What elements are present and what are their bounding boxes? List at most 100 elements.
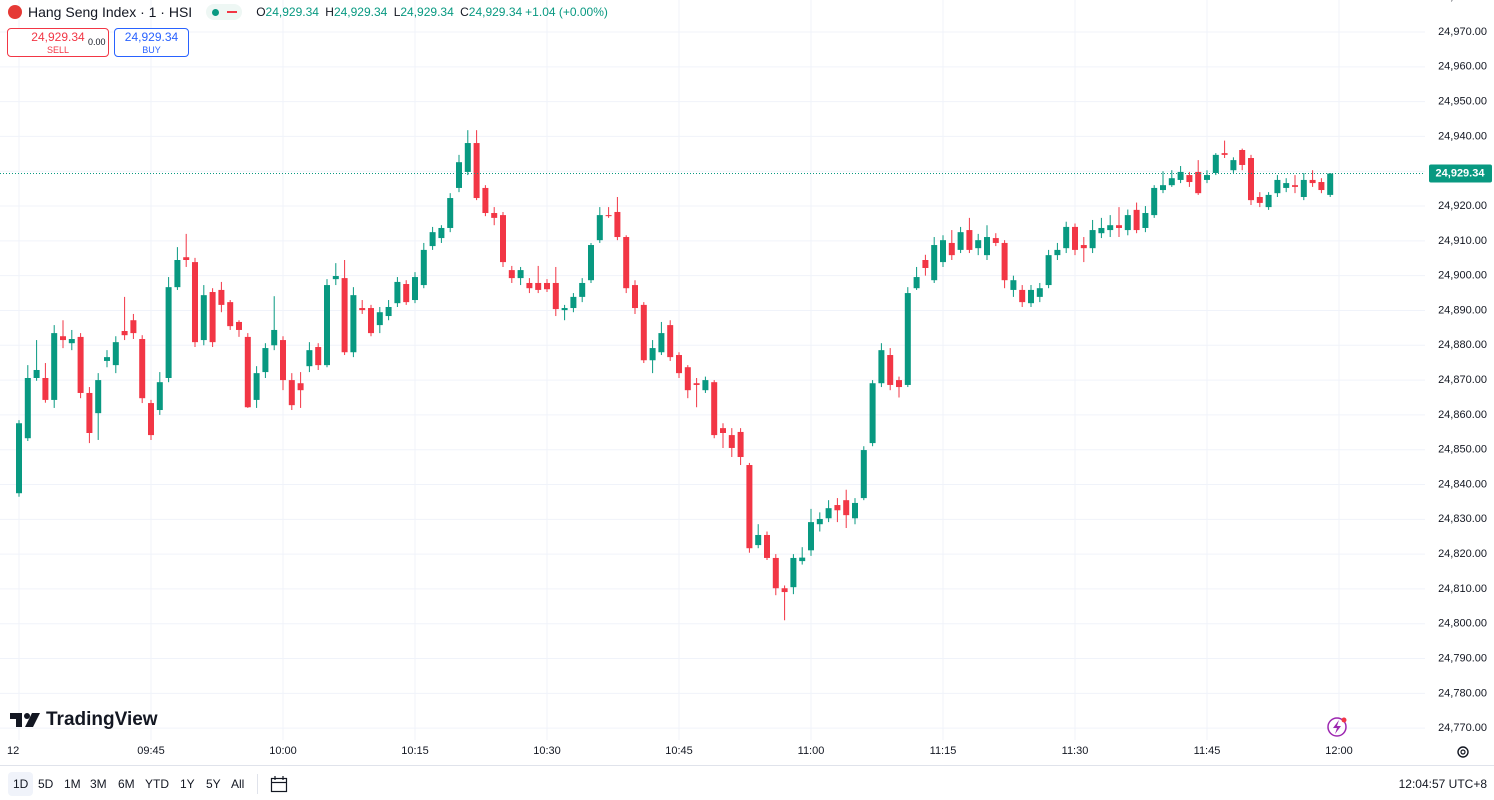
- candle-body: [500, 215, 506, 263]
- candle-body: [359, 308, 366, 311]
- branding[interactable]: TradingView: [10, 709, 158, 731]
- date-range-icon[interactable]: [270, 775, 288, 793]
- candle-body: [632, 285, 638, 309]
- y-tick-label: 24,970.00: [1438, 26, 1487, 38]
- candle-body: [1248, 158, 1254, 201]
- x-tick-label: 10:00: [269, 745, 297, 757]
- candle-body: [1239, 150, 1246, 165]
- buy-button[interactable]: 24,929.34 BUY: [114, 28, 189, 57]
- candle-body: [209, 292, 216, 343]
- range-button[interactable]: 1Y: [180, 777, 195, 791]
- axes: 24,770.00 24,780.00 24,790.00 24,800.00 24,8…: [7, 0, 1492, 757]
- candle-body: [544, 282, 550, 290]
- x-tick-label: 11:45: [1194, 745, 1221, 757]
- y-tick-label: 24,860.00: [1438, 409, 1487, 421]
- candle-body: [1256, 196, 1263, 203]
- candle-body: [112, 342, 119, 366]
- candle-body: [579, 282, 586, 297]
- candle-body: [966, 230, 973, 250]
- range-button[interactable]: All: [231, 777, 245, 791]
- candle-body: [808, 522, 814, 551]
- range-button[interactable]: 1D: [8, 772, 34, 796]
- candle-body: [1133, 209, 1140, 231]
- ohlc-values: O24,929.34 H24,929.34 L24,929.34 C24,929…: [256, 5, 525, 19]
- candle-body: [948, 242, 955, 256]
- candle-body: [60, 336, 66, 341]
- candle-body: [376, 312, 383, 326]
- last-price-box: [1429, 164, 1492, 183]
- candle-body: [200, 295, 207, 341]
- sell-button[interactable]: 24,929.34 SELL: [7, 28, 109, 57]
- range-button[interactable]: 6M: [118, 777, 135, 791]
- candle-body: [975, 240, 982, 249]
- candle-body: [1098, 227, 1105, 234]
- y-tick-label: 24,910.00: [1438, 235, 1487, 247]
- candle-body: [1151, 187, 1158, 216]
- lightning-icon[interactable]: [1327, 717, 1347, 737]
- brand-name: TradingView: [46, 709, 158, 730]
- range-button[interactable]: 5D: [38, 777, 54, 791]
- candle-body: [456, 162, 462, 188]
- candle-body: [1318, 182, 1325, 191]
- buy-label: BUY: [142, 45, 161, 55]
- candle-body: [711, 382, 718, 436]
- candle-body: [992, 238, 999, 243]
- candle-body: [1036, 288, 1043, 297]
- candle-body: [473, 143, 480, 199]
- sell-label: SELL: [46, 45, 70, 55]
- candle-body: [1116, 225, 1122, 228]
- settings-icon[interactable]: [1457, 746, 1469, 758]
- range-button[interactable]: 1M: [64, 777, 81, 791]
- candle-body: [1019, 289, 1026, 303]
- candle-body: [737, 431, 744, 458]
- x-tick-label: 11:15: [930, 745, 957, 757]
- x-tick-label: 11:00: [798, 745, 825, 757]
- candle-body: [1292, 185, 1298, 187]
- candle-body: [1160, 185, 1166, 191]
- candle-body: [288, 380, 295, 406]
- candle-body: [834, 505, 841, 511]
- sell-price: 24,929.34: [31, 30, 85, 44]
- candle-body: [658, 333, 665, 353]
- clock[interactable]: 12:04:57 UTC+8: [1398, 777, 1487, 791]
- range-button[interactable]: 3M: [90, 777, 107, 791]
- toolbar: 1D 5D 1M 3M 6M YTD 1Y 5Y All 12:04:57 UT…: [0, 765, 1494, 800]
- candle-body: [1221, 153, 1228, 155]
- y-tick-label: 24,820.00: [1438, 548, 1487, 560]
- candle-body: [350, 295, 357, 353]
- candle-body: [253, 373, 260, 400]
- candle-body: [1001, 242, 1008, 281]
- y-tick-label: 24,900.00: [1438, 270, 1487, 282]
- symbol-logo: [8, 5, 22, 19]
- y-tick-label: 24,830.00: [1438, 513, 1487, 525]
- candle-body: [570, 296, 577, 309]
- symbol-title[interactable]: Hang Seng Index · 1 · HSI: [28, 4, 193, 20]
- market-status[interactable]: [206, 4, 243, 20]
- candle-body: [825, 508, 832, 519]
- candle-body: [262, 348, 269, 373]
- candle-body: [940, 240, 946, 263]
- separator: [257, 774, 258, 794]
- candle-body: [640, 304, 647, 361]
- x-tick-label: 12: [7, 745, 19, 757]
- candle-body: [464, 143, 471, 172]
- candle-body: [86, 392, 93, 433]
- y-tick-label: 24,940.00: [1438, 130, 1487, 142]
- candle-body: [1274, 179, 1281, 194]
- candle-body: [896, 380, 902, 388]
- candle-body: [860, 450, 867, 499]
- candle-body: [649, 348, 656, 361]
- candle-body: [799, 557, 806, 562]
- range-button[interactable]: YTD: [145, 777, 169, 791]
- y-tick-label: 24,780.00: [1438, 687, 1487, 699]
- candle-body: [394, 281, 401, 304]
- range-button[interactable]: 5Y: [206, 777, 221, 791]
- candle-body: [535, 282, 542, 290]
- x-tick-label: 09:45: [137, 745, 165, 757]
- grid: [0, 0, 1425, 740]
- candle-body: [667, 325, 674, 358]
- candle-body: [1265, 194, 1272, 208]
- candle-body: [491, 213, 498, 218]
- candle-body: [913, 277, 920, 289]
- x-tick-label: 10:15: [401, 745, 429, 757]
